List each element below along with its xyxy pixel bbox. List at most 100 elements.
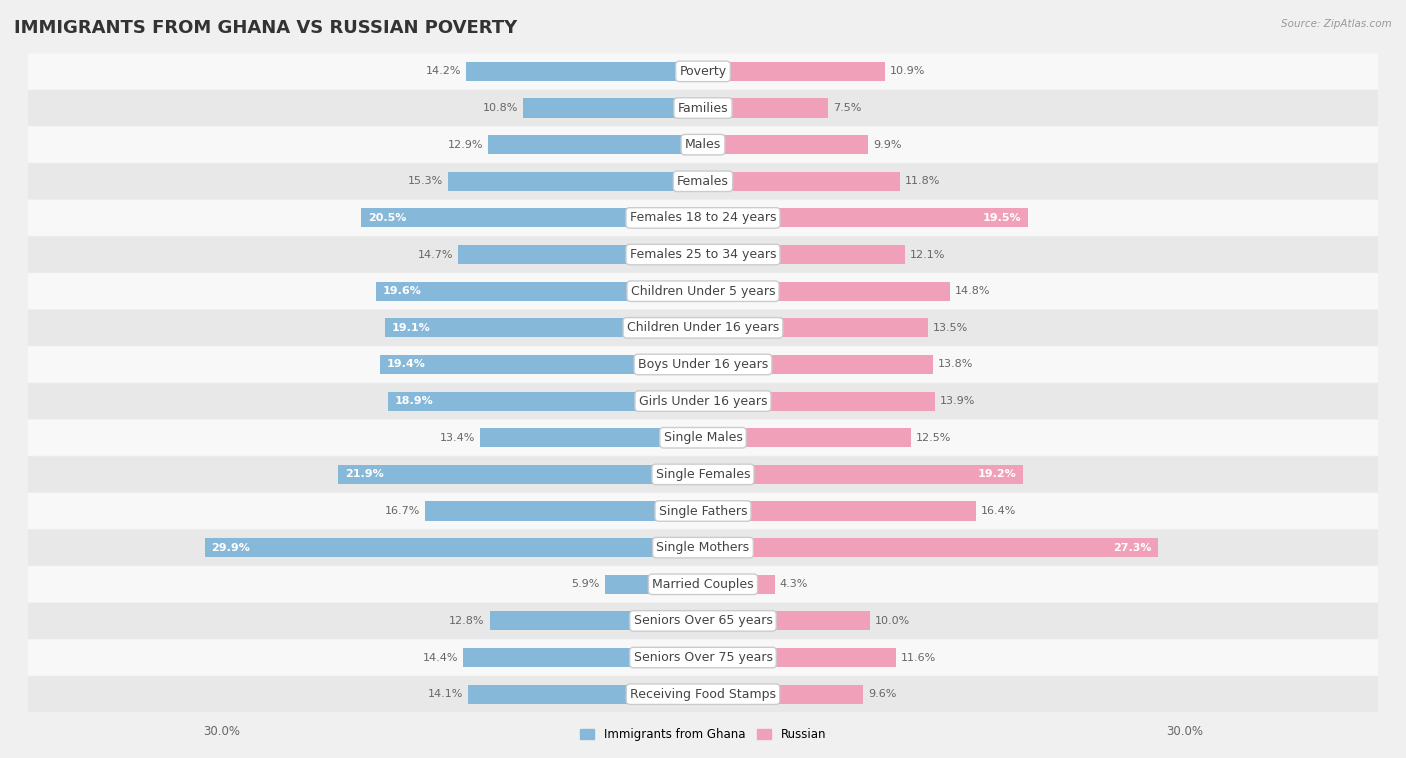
Text: Children Under 5 years: Children Under 5 years: [631, 285, 775, 298]
Text: Families: Families: [678, 102, 728, 114]
Text: Females 25 to 34 years: Females 25 to 34 years: [630, 248, 776, 261]
Bar: [703, 62, 884, 81]
Bar: [467, 62, 703, 81]
FancyBboxPatch shape: [28, 90, 1378, 126]
Bar: [523, 99, 703, 117]
Text: 14.8%: 14.8%: [955, 287, 990, 296]
Text: 19.1%: 19.1%: [391, 323, 430, 333]
Bar: [380, 355, 703, 374]
Text: 14.1%: 14.1%: [427, 689, 463, 699]
FancyBboxPatch shape: [28, 273, 1378, 309]
Bar: [703, 428, 911, 447]
Text: 16.4%: 16.4%: [981, 506, 1017, 516]
Bar: [703, 172, 900, 191]
Text: Receiving Food Stamps: Receiving Food Stamps: [630, 688, 776, 700]
Bar: [703, 538, 1159, 557]
FancyBboxPatch shape: [28, 200, 1378, 236]
FancyBboxPatch shape: [28, 53, 1378, 89]
Text: 7.5%: 7.5%: [832, 103, 862, 113]
Text: 11.8%: 11.8%: [904, 177, 941, 186]
Text: 19.4%: 19.4%: [387, 359, 425, 369]
Text: 14.2%: 14.2%: [426, 67, 461, 77]
Bar: [488, 135, 703, 154]
Text: 10.8%: 10.8%: [482, 103, 517, 113]
Bar: [449, 172, 703, 191]
Bar: [703, 355, 934, 374]
Text: 9.9%: 9.9%: [873, 139, 901, 149]
Text: Males: Males: [685, 138, 721, 151]
Text: Girls Under 16 years: Girls Under 16 years: [638, 395, 768, 408]
Text: 12.9%: 12.9%: [447, 139, 484, 149]
FancyBboxPatch shape: [28, 676, 1378, 713]
Text: 13.4%: 13.4%: [439, 433, 475, 443]
Text: Poverty: Poverty: [679, 65, 727, 78]
Text: 30.0%: 30.0%: [1166, 725, 1204, 738]
Bar: [703, 612, 870, 631]
Text: Boys Under 16 years: Boys Under 16 years: [638, 358, 768, 371]
FancyBboxPatch shape: [28, 236, 1378, 273]
Bar: [703, 208, 1028, 227]
Bar: [703, 282, 949, 301]
Text: 12.8%: 12.8%: [449, 616, 485, 626]
Text: 12.5%: 12.5%: [917, 433, 952, 443]
Text: 13.9%: 13.9%: [939, 396, 974, 406]
Text: 5.9%: 5.9%: [571, 579, 600, 589]
FancyBboxPatch shape: [28, 530, 1378, 565]
Bar: [703, 392, 935, 411]
Bar: [458, 245, 703, 264]
Bar: [468, 684, 703, 703]
Text: Children Under 16 years: Children Under 16 years: [627, 321, 779, 334]
Text: IMMIGRANTS FROM GHANA VS RUSSIAN POVERTY: IMMIGRANTS FROM GHANA VS RUSSIAN POVERTY: [14, 19, 517, 37]
FancyBboxPatch shape: [28, 493, 1378, 529]
Text: 19.5%: 19.5%: [983, 213, 1021, 223]
Text: Single Fathers: Single Fathers: [659, 505, 747, 518]
Text: 29.9%: 29.9%: [211, 543, 250, 553]
Text: 16.7%: 16.7%: [384, 506, 420, 516]
Bar: [703, 684, 863, 703]
Text: 30.0%: 30.0%: [202, 725, 240, 738]
Bar: [361, 208, 703, 227]
Bar: [703, 318, 928, 337]
Bar: [703, 648, 896, 667]
Bar: [377, 282, 703, 301]
Text: 20.5%: 20.5%: [368, 213, 406, 223]
Text: Females 18 to 24 years: Females 18 to 24 years: [630, 211, 776, 224]
Text: Single Females: Single Females: [655, 468, 751, 481]
Text: Single Mothers: Single Mothers: [657, 541, 749, 554]
Bar: [703, 135, 868, 154]
Text: 13.5%: 13.5%: [934, 323, 969, 333]
Bar: [703, 575, 775, 594]
Text: 11.6%: 11.6%: [901, 653, 936, 662]
Bar: [388, 392, 703, 411]
Text: Seniors Over 75 years: Seniors Over 75 years: [634, 651, 772, 664]
Text: 15.3%: 15.3%: [408, 177, 443, 186]
Bar: [385, 318, 703, 337]
Bar: [337, 465, 703, 484]
Text: 19.6%: 19.6%: [382, 287, 422, 296]
Bar: [479, 428, 703, 447]
Legend: Immigrants from Ghana, Russian: Immigrants from Ghana, Russian: [575, 724, 831, 746]
Text: 27.3%: 27.3%: [1112, 543, 1152, 553]
Text: Females: Females: [678, 175, 728, 188]
Text: 19.2%: 19.2%: [977, 469, 1017, 479]
Bar: [425, 502, 703, 521]
Text: Single Males: Single Males: [664, 431, 742, 444]
FancyBboxPatch shape: [28, 310, 1378, 346]
Text: 10.9%: 10.9%: [890, 67, 925, 77]
Text: 21.9%: 21.9%: [344, 469, 384, 479]
Bar: [489, 612, 703, 631]
Bar: [703, 465, 1024, 484]
Bar: [463, 648, 703, 667]
Text: 12.1%: 12.1%: [910, 249, 945, 259]
Text: 4.3%: 4.3%: [780, 579, 808, 589]
FancyBboxPatch shape: [28, 346, 1378, 383]
Text: Married Couples: Married Couples: [652, 578, 754, 590]
FancyBboxPatch shape: [28, 163, 1378, 199]
Text: 14.7%: 14.7%: [418, 249, 453, 259]
Text: Seniors Over 65 years: Seniors Over 65 years: [634, 615, 772, 628]
Text: 18.9%: 18.9%: [395, 396, 433, 406]
Bar: [703, 245, 904, 264]
Bar: [605, 575, 703, 594]
Text: 13.8%: 13.8%: [938, 359, 973, 369]
Text: 14.4%: 14.4%: [423, 653, 458, 662]
